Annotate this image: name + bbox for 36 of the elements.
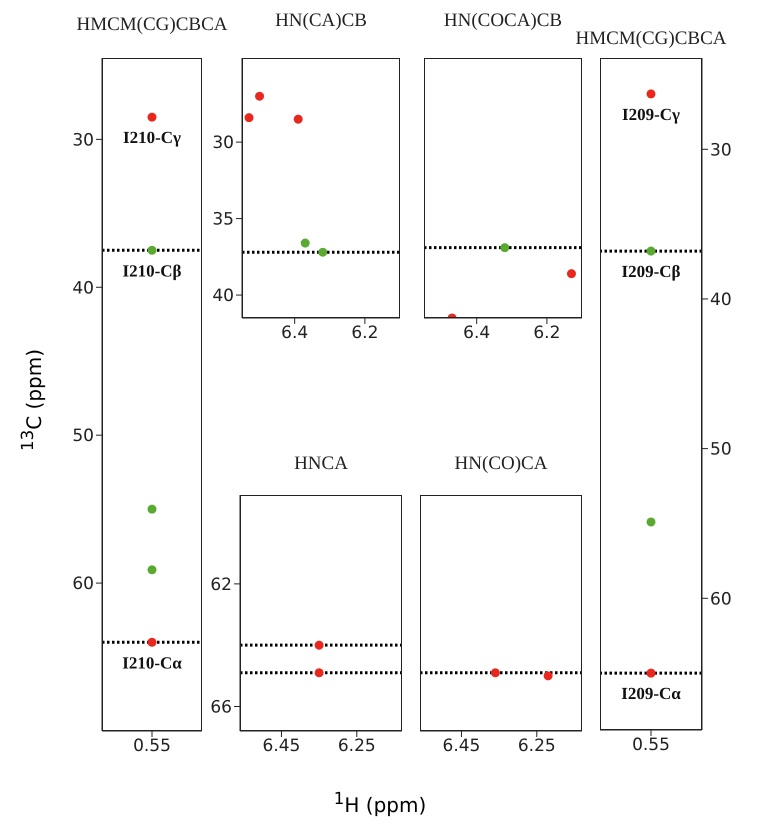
y-tick-label: 50: [72, 426, 94, 446]
y-tick-label: 35: [212, 210, 234, 230]
y-tick-label: 60: [710, 589, 732, 610]
text: $^{1}$H (ppm): [334, 789, 426, 817]
annotation: I209-Cα: [621, 684, 682, 704]
annotation: I210-Cγ: [122, 128, 182, 148]
x-tick-label: 0.55: [133, 736, 171, 756]
x-tick-label: 6.45: [442, 736, 480, 756]
y-tick-label: 40: [710, 290, 732, 310]
annotation: I210-Cα: [122, 653, 182, 672]
chart-title: HNCA: [293, 453, 349, 475]
y-tick-label: 30: [72, 130, 94, 150]
y-tick-label: 50: [710, 440, 732, 460]
annotation: I209-Cγ: [622, 104, 680, 124]
chart-title: HN(CO)CA: [454, 453, 548, 475]
chart-title: HN(COCA)CB: [444, 10, 562, 31]
x-tick-label: 6.25: [518, 736, 556, 756]
x-tick-label: 6.45: [262, 736, 300, 756]
chart-title: HMCM(CG)CBCA: [576, 28, 726, 49]
x-tick-label: 6.2: [351, 323, 378, 344]
y-tick-label: 66: [210, 698, 232, 718]
x-tick-label: 6.4: [463, 323, 490, 344]
y-tick-label: 60: [72, 574, 94, 594]
x-tick-label: 6.2: [533, 323, 560, 344]
x-tick-label: 0.55: [632, 735, 670, 756]
annotation: I210-Cβ: [122, 261, 182, 280]
y-tick-label: 40: [72, 278, 94, 298]
x-tick-label: 6.4: [281, 323, 308, 344]
y-tick-label: 30: [710, 140, 732, 160]
annotation: I209-Cβ: [621, 262, 681, 282]
chart-title: HMCM(CG)CBCA: [76, 14, 228, 36]
x-tick-label: 6.25: [338, 736, 376, 756]
chart-title: HN(CA)CB: [275, 10, 367, 31]
y-tick-label: 30: [212, 133, 234, 154]
y-tick-label: 40: [212, 286, 234, 306]
y-tick-label: 62: [210, 574, 232, 595]
